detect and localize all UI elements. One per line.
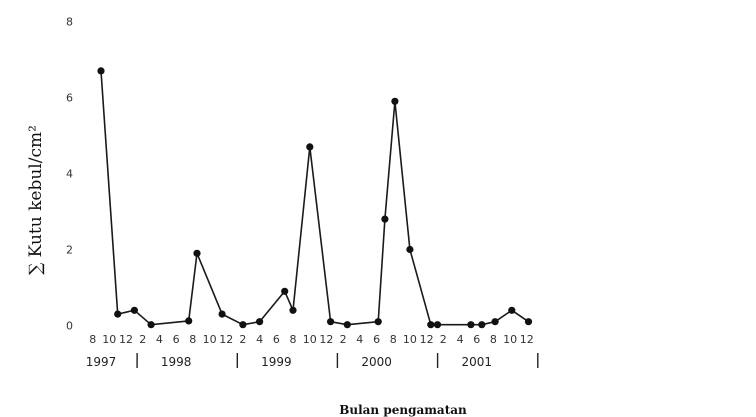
- data-point: [218, 310, 226, 318]
- x-tick-label: 12: [119, 333, 133, 346]
- x-tick-label: 2: [440, 333, 447, 346]
- x-tick-label: 2: [139, 333, 146, 346]
- x-tick-label: 10: [303, 333, 317, 346]
- x-tick-label: 8: [290, 333, 297, 346]
- data-point: [433, 321, 442, 329]
- data-point: [381, 215, 389, 223]
- x-axis-ticks: 8 10 12 2 4 6 8 10 12 2 4 6 8 10 12 2 4 6 8 10 12 2 4 6 8 10 12: [89, 333, 534, 346]
- data-point: [508, 306, 516, 314]
- x-axis-label: Bulan pengamatan: [339, 403, 467, 417]
- x-tick-label: 8: [390, 333, 397, 346]
- x-tick-label: 12: [420, 333, 434, 346]
- data-point: [467, 321, 475, 329]
- x-tick-label: 6: [173, 333, 180, 346]
- x-tick-label: 12: [219, 333, 233, 346]
- data-point: [130, 306, 138, 314]
- year-label: 1997: [86, 355, 117, 369]
- data-point: [427, 321, 435, 329]
- x-tick-label: 10: [403, 333, 417, 346]
- data-point: [114, 310, 122, 318]
- x-tick-label: 10: [503, 333, 517, 346]
- x-tick-label: 6: [273, 333, 280, 346]
- data-point: [306, 143, 314, 151]
- y-tick-label: 2: [66, 244, 73, 257]
- data-point: [185, 317, 193, 325]
- series-line: [100, 70, 529, 326]
- x-tick-label: 8: [490, 333, 497, 346]
- data-point: [239, 321, 247, 329]
- data-point: [491, 318, 499, 326]
- data-point: [281, 287, 289, 295]
- data-point: [524, 318, 533, 326]
- y-axis-ticks: 0 2 4 6 8: [66, 16, 73, 333]
- y-tick-label: 0: [66, 320, 73, 333]
- year-label: 1999: [261, 355, 292, 369]
- data-point: [374, 318, 382, 326]
- year-label: 1998: [161, 355, 192, 369]
- year-label: 2001: [462, 355, 493, 369]
- year-labels: 1997 1998 1999 2000 2001: [86, 353, 539, 369]
- x-tick-label: 8: [189, 333, 196, 346]
- x-tick-label: 12: [520, 333, 534, 346]
- data-point: [478, 321, 486, 329]
- data-point: [343, 321, 351, 329]
- y-axis-label: ∑ Kutu kebul/cm²: [26, 125, 46, 275]
- year-label: 2000: [361, 355, 392, 369]
- x-tick-label: 2: [239, 333, 246, 346]
- x-tick-label: 8: [89, 333, 96, 346]
- data-point: [97, 67, 105, 75]
- x-tick-label: 4: [457, 333, 464, 346]
- data-point: [256, 318, 264, 326]
- x-tick-label: 6: [473, 333, 480, 346]
- y-tick-label: 8: [66, 16, 73, 29]
- data-point: [289, 306, 297, 314]
- x-tick-label: 4: [356, 333, 363, 346]
- data-point: [327, 318, 335, 326]
- x-tick-label: 6: [373, 333, 380, 346]
- x-tick-label: 10: [102, 333, 116, 346]
- x-tick-label: 4: [256, 333, 263, 346]
- series-group: [97, 67, 533, 329]
- data-point: [193, 249, 201, 257]
- x-tick-label: 10: [203, 333, 217, 346]
- data-point: [147, 321, 155, 329]
- data-point: [406, 245, 414, 254]
- x-tick-label: 4: [156, 333, 163, 346]
- x-tick-label: 2: [340, 333, 347, 346]
- data-point: [391, 97, 399, 105]
- y-tick-label: 6: [66, 92, 73, 105]
- x-tick-label: 12: [319, 333, 333, 346]
- y-tick-label: 4: [66, 168, 73, 181]
